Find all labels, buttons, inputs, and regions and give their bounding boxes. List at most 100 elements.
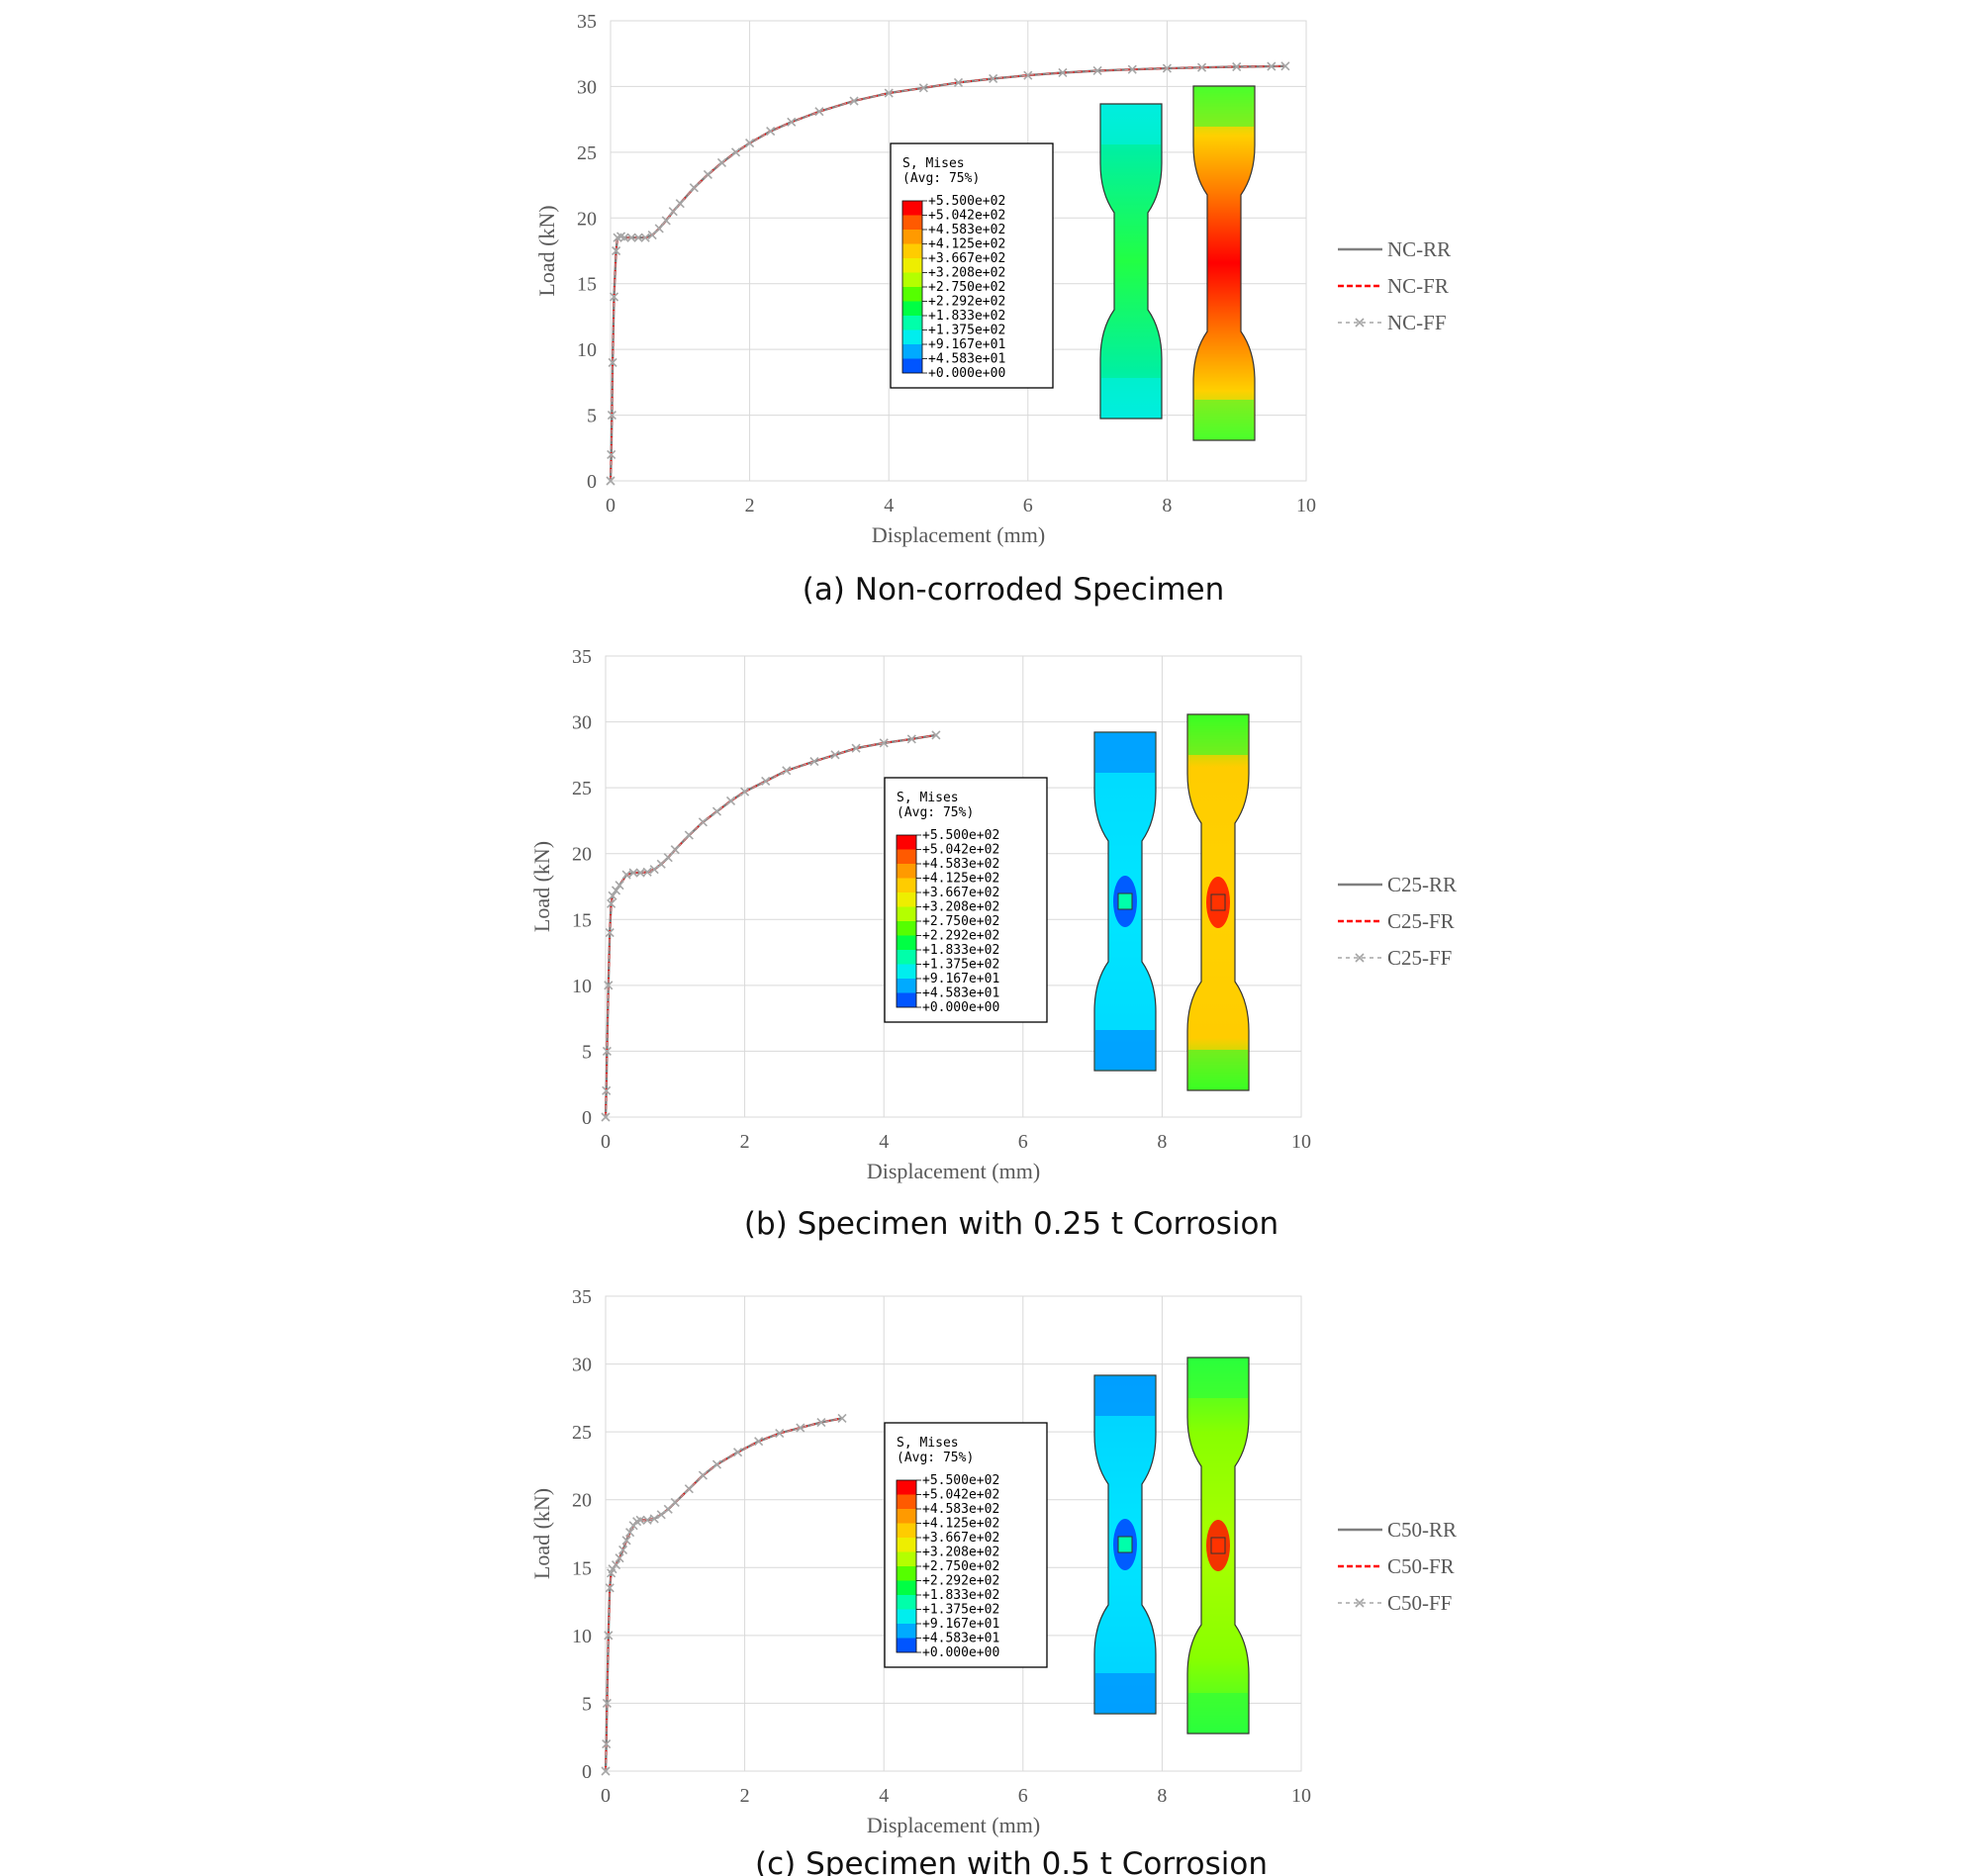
grip-bottom-zone [1194,400,1254,439]
colorbar-band [897,906,916,921]
data-point-NC-FF [608,357,617,367]
colorbar-label: +0.000e+00 [922,1645,999,1660]
grip-bottom-zone [1188,1050,1248,1089]
contour-legend-title: S, Mises [897,1436,959,1451]
colorbar-label: +9.167e+01 [922,972,999,986]
colorbar-label: +2.750e+02 [922,914,999,929]
x-tick-label: 10 [1296,495,1316,516]
data-point-C50-FF [698,1470,708,1480]
colorbar-band [897,935,916,950]
data-point-NC-FF [716,157,727,168]
colorbar-label: +2.750e+02 [928,280,1005,295]
data-point-C25-FF [670,845,680,855]
series-line-C25-FF [605,734,936,1118]
data-point-C25-FF [698,817,708,827]
data-point-C50-FF [604,1631,614,1641]
colorbar-label: +3.667e+02 [922,886,999,900]
data-point-C50-FF [642,1515,652,1525]
legend-marker [1355,1598,1365,1608]
y-tick-label: 30 [572,1355,592,1376]
colorbar-label: +0.000e+00 [922,1000,999,1015]
data-point-C25-FF [611,886,621,895]
corrosion-pit [1210,893,1226,911]
data-point-NC-FF [730,147,741,157]
colorbar-band [902,329,922,344]
data-point-C50-FF [796,1423,805,1433]
data-point-C25-FF [830,750,840,760]
colorbar-label: +2.750e+02 [922,1559,999,1574]
contour-legend-subtitle: (Avg: 75%) [897,805,974,820]
data-point-NC-FF [1196,62,1207,72]
y-axis-title: Load (kN) [529,1488,554,1579]
colorbar-label: +5.042e+02 [922,843,999,858]
x-tick-label: 0 [601,1785,611,1807]
colorbar-band [897,1538,916,1552]
data-point-C50-FF [605,1583,615,1593]
y-tick-label: 20 [577,208,597,230]
legend-label: C50-RR [1387,1518,1457,1542]
data-point-NC-FF [1127,64,1137,74]
data-point-C50-FF [711,1459,722,1469]
contour-legend-title: S, Mises [897,791,959,805]
colorbar-label: +2.292e+02 [922,929,999,944]
colorbar-band [897,892,916,907]
data-point-C25-FF [906,734,916,744]
colorbar-band [897,1480,916,1495]
colorbar-label: +2.292e+02 [928,295,1005,310]
specimen-stress-field-left [1099,103,1163,420]
contour-legend-subtitle: (Avg: 75%) [897,1451,974,1465]
colorbar-band [897,950,916,965]
data-point-C25-FF [642,867,652,877]
data-point-NC-FF [884,88,894,98]
x-tick-label: 8 [1157,1131,1167,1153]
data-point-NC-FF [766,127,776,137]
colorbar-label: +4.583e+01 [928,352,1005,367]
data-point-C50-FF [733,1448,743,1457]
chart-panel-c: 0 5 10 15 20 25 30 35 0 2 4 6 8 10 Displacement (mm) Lo… [529,1286,1457,1876]
data-point-C25-FF [605,928,615,938]
data-point-NC-FF [619,233,629,242]
colorbar-label: +4.125e+02 [922,872,999,887]
colorbar-band [897,864,916,879]
colorbar-label: +4.583e+01 [922,986,999,1001]
y-tick-label: 25 [572,778,592,799]
colorbar-band [902,215,922,230]
colorbar-label: +3.208e+02 [922,1546,999,1560]
colorbar-label: +4.583e+02 [922,857,999,872]
y-tick-label: 20 [572,844,592,866]
legend-label: NC-FF [1387,311,1447,334]
colorbar-label: +5.500e+02 [922,828,999,843]
data-point-NC-FF [661,216,671,226]
data-point-NC-FF [606,476,615,486]
corrosion-pit [1117,892,1133,910]
grip-bottom-zone [1095,1030,1155,1070]
data-point-NC-FF [745,138,755,148]
y-tick-label: 25 [577,142,597,164]
x-tick-label: 6 [1018,1785,1028,1807]
y-tick-label: 10 [572,1626,592,1647]
grip-top-zone [1194,87,1254,127]
colorbar-band [897,979,916,993]
colorbar-label: +3.667e+02 [922,1531,999,1546]
panel-caption: (c) Specimen with 0.5 t Corrosion [755,1846,1268,1876]
colorbar-band [897,992,916,1007]
y-tick-label: 10 [577,339,597,361]
data-point-C25-FF [602,1085,612,1095]
legend-label: C50-FF [1387,1591,1452,1615]
data-point-C25-FF [663,853,673,863]
legend-label: NC-RR [1387,237,1451,261]
data-point-C50-FF [615,1553,624,1563]
data-point-NC-FF [1058,67,1068,78]
colorbar-label: +4.125e+02 [922,1517,999,1532]
y-tick-label: 35 [572,1286,592,1308]
series-line-C50-FF [605,1417,843,1772]
data-point-C50-FF [775,1428,785,1439]
data-point-NC-FF [668,207,678,217]
x-tick-label: 0 [601,1131,611,1153]
colorbar-band [897,921,916,936]
data-point-NC-FF [1280,61,1290,71]
x-tick-label: 10 [1291,1785,1311,1807]
data-point-NC-FF [612,245,621,256]
data-point-C50-FF [656,1510,666,1520]
colorbar-band [902,316,922,330]
